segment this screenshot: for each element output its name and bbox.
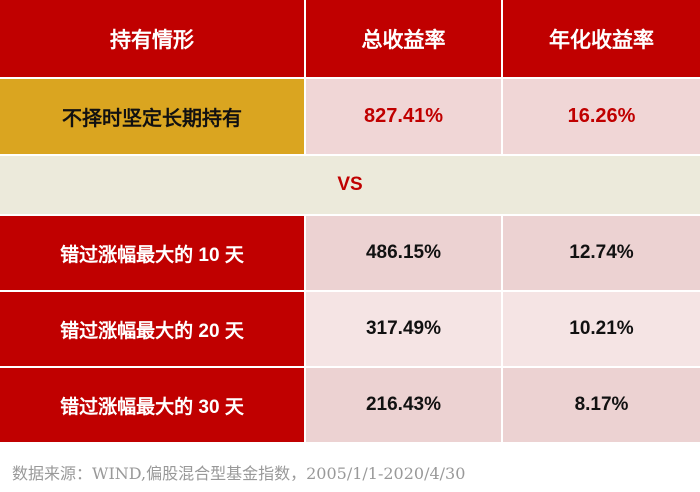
missed-10-days-row: 错过涨幅最大的 10 天 486.15% 12.74% bbox=[0, 216, 700, 292]
missed-20-annualized-return: 10.21% bbox=[503, 292, 700, 368]
missed-10-annualized-return: 12.74% bbox=[503, 216, 700, 292]
vs-row: VS bbox=[0, 156, 700, 216]
returns-table: 持有情形 总收益率 年化收益率 不择时坚定长期持有 827.41% 16.26%… bbox=[0, 0, 700, 444]
missed-30-total-return: 216.43% bbox=[306, 368, 503, 444]
missed-30-days-row: 错过涨幅最大的 30 天 216.43% 8.17% bbox=[0, 368, 700, 444]
missed-10-total-return: 486.15% bbox=[306, 216, 503, 292]
data-source-note: 数据来源：WIND,偏股混合型基金指数，2005/1/1-2020/4/30 bbox=[12, 464, 466, 483]
hold-total-return: 827.41% bbox=[306, 79, 503, 156]
hold-annualized-return: 16.26% bbox=[503, 79, 700, 156]
hold-label: 不择时坚定长期持有 bbox=[0, 79, 306, 156]
missed-20-days-row: 错过涨幅最大的 20 天 317.49% 10.21% bbox=[0, 292, 700, 368]
missed-30-annualized-return: 8.17% bbox=[503, 368, 700, 444]
header-total-return: 总收益率 bbox=[306, 0, 503, 79]
missed-10-label: 错过涨幅最大的 10 天 bbox=[0, 216, 306, 292]
vs-label: VS bbox=[0, 156, 700, 216]
header-row: 持有情形 总收益率 年化收益率 bbox=[0, 0, 700, 79]
long-term-hold-row: 不择时坚定长期持有 827.41% 16.26% bbox=[0, 79, 700, 156]
missed-20-label: 错过涨幅最大的 20 天 bbox=[0, 292, 306, 368]
missed-20-total-return: 317.49% bbox=[306, 292, 503, 368]
header-annualized-return: 年化收益率 bbox=[503, 0, 700, 79]
header-holding-scenario: 持有情形 bbox=[0, 0, 306, 79]
missed-30-label: 错过涨幅最大的 30 天 bbox=[0, 368, 306, 444]
